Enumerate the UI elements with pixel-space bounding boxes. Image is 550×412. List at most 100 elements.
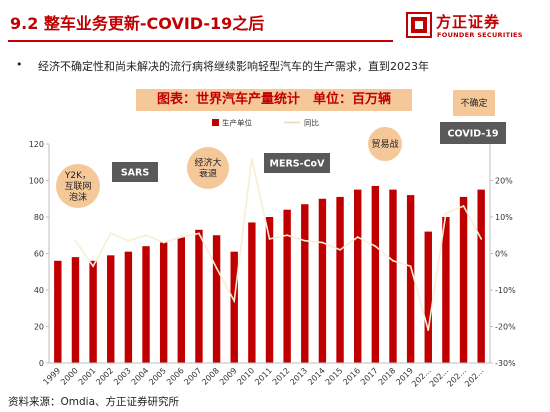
covid-annotation-box — [440, 122, 506, 144]
y-right-tick-label: -20% — [495, 323, 516, 332]
trade-war-annotation-bubble — [368, 127, 402, 161]
growth-point-2006 — [180, 236, 183, 238]
bar-202... — [459, 196, 468, 363]
bar-2009 — [230, 251, 238, 363]
bar-2019 — [406, 195, 415, 363]
bar-202... — [477, 189, 485, 363]
x-tick-label: 202... — [428, 366, 451, 389]
x-tick-label: 1999 — [41, 366, 62, 387]
mers-annotation-box — [264, 153, 330, 173]
sars-annotation-text: SARS — [121, 168, 150, 179]
y-right-tick-label: 0% — [495, 250, 508, 259]
growth-point-2015 — [339, 248, 341, 251]
bar-2000 — [71, 257, 80, 363]
bar-2003 — [124, 251, 133, 363]
growth-point-2011 — [268, 238, 271, 240]
x-tick-label: 2015 — [324, 366, 345, 387]
x-tick-label: 2017 — [359, 366, 380, 387]
mers-annotation: MERS-CoV — [264, 153, 330, 173]
chart-title-banner: 图表：世界汽车产量统计 单位：百万辆 — [136, 89, 412, 111]
trade-war-annotation: 贸易战 — [368, 127, 402, 161]
bar-2004 — [142, 246, 150, 363]
y-left-tick-label: 120 — [29, 140, 44, 149]
crisis-annotation-text: 衰退 — [199, 168, 217, 180]
y-left-tick-label: 0 — [39, 359, 44, 368]
growth-point-202... — [480, 238, 483, 240]
bar-2018 — [389, 189, 397, 363]
bar-2017 — [371, 185, 380, 363]
y-left-tick-label: 40 — [34, 286, 44, 295]
bar-2006 — [177, 237, 186, 363]
trade-war-annotation-text: 贸易战 — [371, 138, 398, 150]
x-tick-label: 2016 — [341, 366, 362, 387]
growth-point-2009 — [233, 300, 236, 302]
legend-label-growth: 同比 — [304, 118, 319, 128]
bullet-text: 经济不确定性和尚未解决的流行病将继续影响轻型汽车的生产需求，直到2023年 — [38, 60, 429, 73]
growth-point-2002 — [109, 232, 112, 235]
source-note: 资料来源：Omdia、方正证券研究所 — [8, 396, 180, 408]
bullet-marker: • — [16, 58, 23, 71]
legend-label-production: 生产单位 — [222, 118, 252, 128]
y-right-tick-label: 10% — [495, 213, 513, 222]
bar-2001 — [89, 260, 97, 363]
y-right-tick-label: -10% — [495, 286, 516, 295]
bar-202... — [442, 217, 450, 363]
growth-point-2014 — [321, 241, 324, 244]
x-tick-label: 2009 — [218, 366, 239, 387]
growth-point-2005 — [162, 241, 165, 244]
x-tick-label: 2005 — [147, 366, 168, 387]
bar-2002 — [107, 255, 115, 363]
founder-logo: 方正证券 FOUNDER SECURITIES — [406, 10, 544, 44]
x-tick-label: 2010 — [236, 366, 257, 387]
bar-202... — [424, 231, 432, 363]
growth-point-2019 — [409, 265, 412, 268]
x-tick-label: 2008 — [200, 366, 221, 387]
growth-point-2016 — [356, 236, 359, 238]
bar-2010 — [248, 222, 256, 363]
crisis-annotation-bubble — [187, 147, 229, 189]
x-tick-label: 202... — [463, 366, 486, 389]
growth-point-2017 — [374, 245, 377, 248]
bar-2005 — [159, 242, 168, 363]
sars-annotation-box — [112, 162, 158, 182]
uncertain-annotation-text: 不确定 — [460, 97, 487, 109]
growth-point-202... — [427, 329, 430, 332]
bar-2016 — [353, 189, 362, 363]
growth-point-202... — [462, 205, 465, 207]
x-tick-label: 2007 — [183, 366, 204, 387]
x-tick-label: 2001 — [77, 366, 98, 387]
bar-2012 — [283, 209, 291, 363]
bar-2014 — [318, 198, 327, 363]
uncertain-annotation: 不确定 — [453, 90, 495, 116]
growth-point-2000 — [74, 239, 77, 242]
y-left-tick-label: 100 — [29, 177, 44, 186]
y2k-annotation-text: Y2K， — [64, 171, 91, 181]
bar-2007 — [195, 229, 203, 363]
bar-1999 — [54, 260, 62, 363]
mers-annotation-text: MERS-CoV — [270, 159, 326, 170]
legend-swatch-production — [212, 119, 219, 126]
covid-annotation-text: COVID-19 — [448, 129, 499, 140]
x-tick-label: 2002 — [94, 366, 115, 387]
bar-2008 — [212, 235, 221, 363]
growth-point-2004 — [145, 234, 147, 237]
bar-2015 — [336, 196, 344, 363]
uncertain-annotation-box — [453, 90, 495, 116]
growth-point-2010 — [250, 157, 253, 160]
y-left-tick-label: 60 — [34, 250, 44, 259]
y-left-tick-label: 80 — [34, 213, 44, 222]
x-tick-label: 202... — [410, 366, 433, 389]
x-tick-label: 2012 — [271, 366, 292, 387]
x-tick-label: 2013 — [288, 366, 309, 387]
x-tick-label: 2011 — [253, 366, 274, 387]
growth-point-2007 — [198, 232, 200, 235]
logo-text-cn: 方正证券 — [436, 13, 501, 31]
bar-2011 — [265, 217, 274, 363]
growth-line — [74, 158, 482, 331]
crisis-annotation-text: 经济大 — [194, 157, 221, 169]
growth-point-2008 — [215, 267, 218, 269]
page-title: 9.2 整车业务更新-COVID-19之后 — [10, 14, 265, 33]
x-tick-label: 202... — [445, 366, 468, 389]
